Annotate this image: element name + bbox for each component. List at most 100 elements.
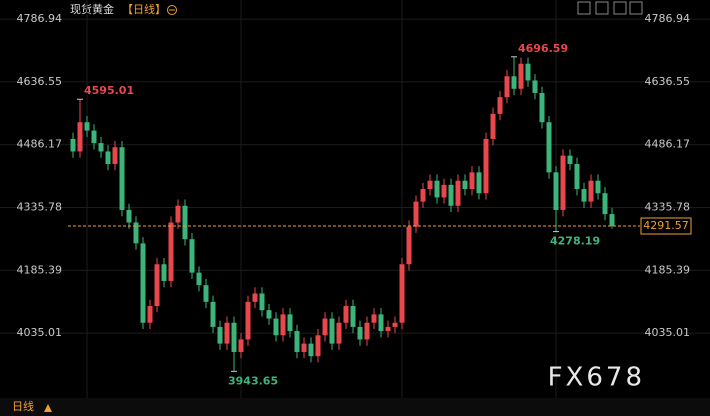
candle-body — [294, 331, 300, 352]
candle-body — [532, 80, 538, 93]
candle-body — [483, 138, 489, 194]
candle-body — [91, 130, 97, 144]
y-tick-label: 4786.94 — [17, 12, 63, 25]
candle-body — [238, 339, 244, 352]
y-tick-label: 4636.55 — [17, 75, 63, 88]
candle-body — [567, 155, 573, 164]
low-annotation: 4278.19 — [550, 235, 600, 248]
candle-body — [231, 322, 237, 352]
candle-body — [161, 264, 167, 281]
y-tick-label-right: 4636.55 — [645, 75, 691, 88]
candle-body — [210, 301, 216, 327]
y-tick-label: 4035.01 — [17, 326, 63, 339]
candle-body — [399, 264, 405, 323]
candle-body — [329, 318, 335, 344]
y-tick-label: 4335.78 — [17, 201, 63, 214]
candle-body — [224, 322, 230, 344]
candle-body — [602, 193, 608, 215]
bottom-label: 日线 — [12, 399, 34, 413]
y-tick-label-right: 4185.39 — [645, 263, 691, 276]
candle-body — [70, 138, 76, 152]
candle-body — [406, 226, 412, 265]
candle-body — [140, 243, 146, 323]
tool-button[interactable] — [577, 1, 591, 15]
candle-body — [476, 172, 482, 194]
watermark: FX678 — [548, 363, 645, 393]
candle-body — [154, 264, 160, 307]
toggle-icon[interactable] — [167, 5, 177, 15]
candle-body — [504, 76, 510, 98]
candle-body — [175, 205, 181, 223]
candle-body — [357, 326, 363, 340]
candle-body — [84, 122, 90, 131]
period: 【日线】 — [122, 2, 166, 16]
candle-body — [560, 155, 566, 210]
candle-body — [119, 147, 125, 210]
candle-body — [287, 314, 293, 332]
candle-body — [427, 180, 433, 190]
candle-body — [126, 209, 132, 223]
candle-body — [518, 63, 524, 89]
candle-body — [525, 63, 531, 81]
candle-body — [413, 201, 419, 227]
candle-body — [252, 293, 258, 302]
candle-body — [455, 180, 461, 206]
candle-body — [343, 306, 349, 323]
tool-button[interactable] — [613, 1, 627, 15]
candle-body — [595, 180, 601, 194]
y-tick-label-right: 4486.17 — [645, 138, 691, 151]
high-annotation: 4696.59 — [518, 42, 568, 55]
y-tick-label-right: 4335.78 — [645, 201, 691, 214]
candle-body — [280, 314, 286, 336]
last-price-label: 4291.57 — [643, 219, 689, 232]
candle-body — [217, 326, 223, 344]
candle-body — [168, 222, 174, 281]
candle-body — [364, 322, 370, 340]
candle-body — [511, 76, 517, 89]
low-annotation: 3943.65 — [228, 374, 278, 387]
candle-body — [448, 184, 454, 206]
tool-button[interactable] — [629, 1, 643, 15]
expand-icon[interactable] — [44, 404, 52, 412]
candle-body — [77, 122, 83, 152]
toolbar — [577, 1, 643, 15]
candle-body — [196, 272, 202, 286]
candle-body — [189, 239, 195, 273]
tool-button[interactable] — [595, 1, 609, 15]
candle-body — [350, 306, 356, 327]
candle-body — [273, 318, 279, 336]
candle-body — [609, 214, 615, 226]
candle-body — [105, 151, 111, 164]
x-axis-strip — [0, 398, 710, 416]
candle-body — [245, 301, 251, 340]
candle-body — [385, 326, 391, 332]
candle-body — [539, 92, 545, 123]
candle-body — [441, 184, 447, 198]
candle-body — [182, 205, 188, 240]
chart-title: 现货黄金 — [70, 2, 114, 16]
candle-body — [581, 189, 587, 202]
candle-body — [378, 314, 384, 332]
candle-body — [434, 180, 440, 198]
candle-body — [308, 343, 314, 357]
candle-body — [336, 322, 342, 344]
candle-body — [301, 343, 307, 352]
candle-body — [420, 189, 426, 202]
y-tick-label: 4185.39 — [17, 263, 63, 276]
candle-body — [266, 310, 272, 319]
candle-body — [392, 322, 398, 327]
candle-body — [112, 147, 118, 164]
high-annotation: 4595.01 — [84, 84, 134, 97]
last-price-tag — [640, 217, 692, 235]
candle-body — [497, 97, 503, 114]
candle-body — [469, 172, 475, 190]
candle-body — [553, 172, 559, 210]
candle-body — [588, 180, 594, 202]
candle-body — [371, 314, 377, 323]
y-tick-label: 4486.17 — [17, 138, 63, 151]
candle-body — [203, 285, 209, 302]
y-tick-label-right: 4786.94 — [645, 12, 691, 25]
y-tick-label-right: 4035.01 — [645, 326, 691, 339]
candle-body — [546, 122, 552, 173]
